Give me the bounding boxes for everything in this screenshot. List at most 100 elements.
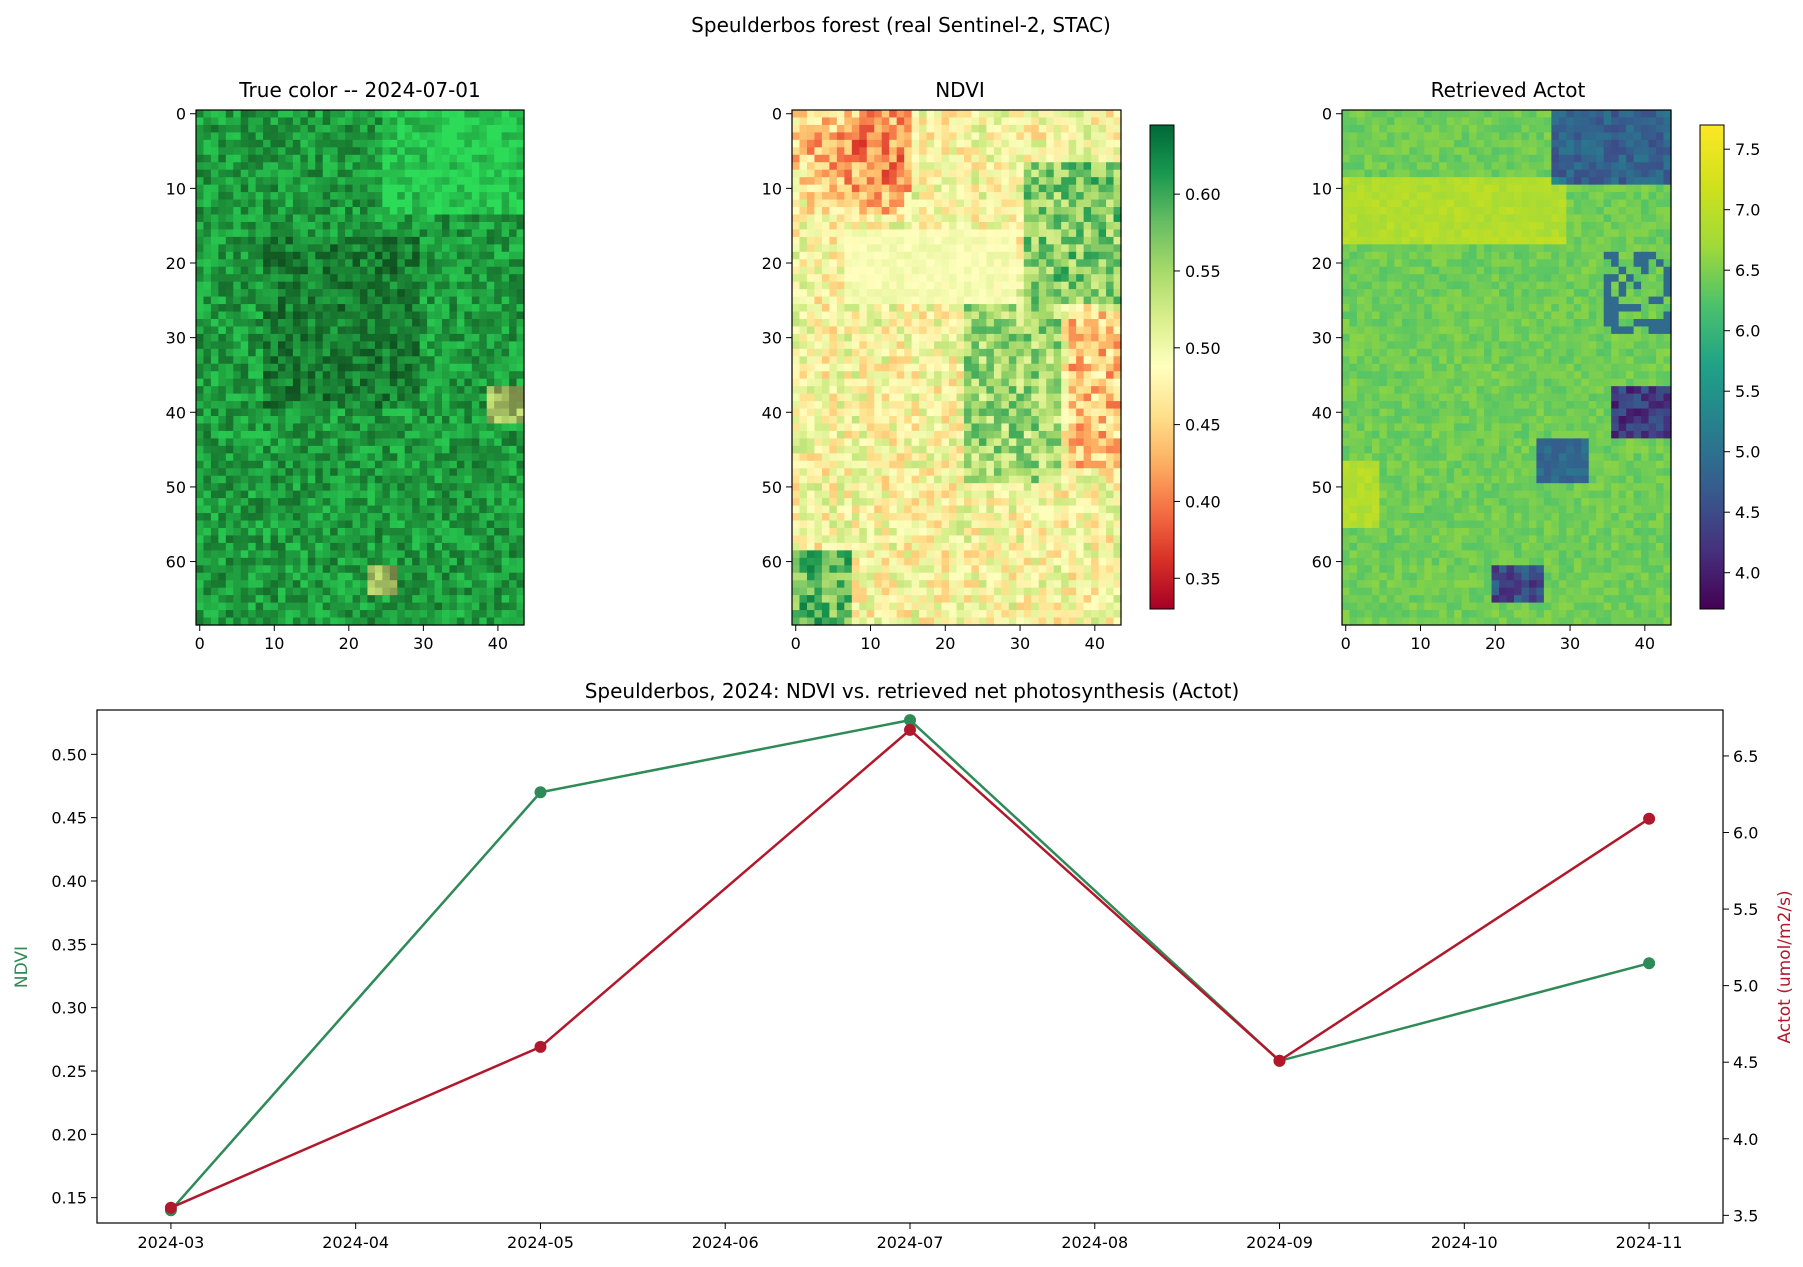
pixel-cell <box>412 572 421 581</box>
pixel-cell <box>501 221 510 231</box>
pixel-cell <box>896 266 905 275</box>
pixel-cell <box>1016 304 1025 313</box>
pixel-cell <box>322 468 331 477</box>
pixel-cell <box>896 259 905 268</box>
pixel-cell <box>501 610 510 619</box>
pixel-cell <box>464 184 473 193</box>
pixel-cell <box>904 214 913 223</box>
pixel-cell <box>1091 274 1100 283</box>
pixel-cell <box>360 229 369 238</box>
pixel-cell <box>322 110 331 119</box>
pixel-cell <box>889 221 898 231</box>
pixel-cell <box>196 333 205 342</box>
pixel-cell <box>278 610 287 619</box>
pixel-cell <box>196 453 205 462</box>
pixel-cell <box>1106 132 1115 141</box>
pixel-cell <box>225 520 234 529</box>
pixel-cell <box>814 416 823 425</box>
pixel-cell <box>956 184 965 193</box>
pixel-cell <box>934 326 943 335</box>
pixel-cell <box>330 274 339 283</box>
pixel-cell <box>307 557 316 566</box>
pixel-cell <box>456 326 465 335</box>
pixel-cell <box>352 139 361 148</box>
pixel-cell <box>330 132 339 141</box>
pixel-cell <box>963 259 973 268</box>
pixel-cell <box>419 177 428 186</box>
pixel-cell <box>471 154 480 163</box>
pixel-cell <box>374 304 383 313</box>
pixel-cell <box>397 169 406 178</box>
pixel-cell <box>382 490 391 499</box>
pixel-cell <box>292 401 301 410</box>
pixel-cell <box>248 445 257 454</box>
pixel-cell <box>240 378 249 387</box>
pixel-cell <box>1091 386 1100 395</box>
pixel-cell <box>263 221 272 231</box>
pixel-cell <box>516 221 525 231</box>
pixel-cell <box>844 110 853 119</box>
pixel-cell <box>374 386 383 395</box>
pixel-cell <box>501 550 510 559</box>
pixel-cell <box>471 274 480 283</box>
pixel-cell <box>464 251 473 260</box>
pixel-cell <box>851 289 860 298</box>
pixel-cell <box>330 162 339 171</box>
pixel-cell <box>479 416 488 425</box>
pixel-cell <box>218 348 227 357</box>
pixel-cell <box>300 401 309 410</box>
pixel-cell <box>934 154 943 163</box>
pixel-cell <box>404 259 413 268</box>
pixel-cell <box>300 318 309 328</box>
pixel-cell <box>442 386 451 395</box>
pixel-cell <box>240 236 249 245</box>
pixel-cell <box>993 363 1002 372</box>
pixel-cell <box>844 162 853 171</box>
pixel-cell <box>382 408 391 417</box>
pixel-cell <box>374 229 383 238</box>
pixel-cell <box>240 371 249 380</box>
pixel-cell <box>934 333 943 342</box>
pixel-cell <box>1008 139 1017 148</box>
pixel-cell <box>978 266 988 275</box>
pixel-cell <box>233 259 242 268</box>
pixel-cell <box>456 617 465 626</box>
pixel-cell <box>479 468 488 477</box>
pixel-cell <box>255 520 264 529</box>
pixel-cell <box>509 617 518 626</box>
pixel-cell <box>501 184 510 193</box>
pixel-cell <box>322 356 331 365</box>
pixel-cell <box>889 139 898 148</box>
pixel-cell <box>486 475 495 484</box>
pixel-cell <box>322 304 331 313</box>
pixel-cell <box>1106 221 1115 231</box>
pixel-cell <box>926 139 935 148</box>
pixel-cell <box>240 445 249 454</box>
pixel-cell <box>494 610 503 619</box>
pixel-cell <box>866 274 875 283</box>
pixel-cell <box>799 199 808 208</box>
pixel-cell <box>904 117 913 126</box>
pixel-cell <box>1023 423 1032 432</box>
pixel-cell <box>322 602 331 611</box>
pixel-cell <box>240 162 249 171</box>
pixel-cell <box>248 207 257 216</box>
pixel-cell <box>374 333 383 342</box>
pixel-cell <box>240 475 249 484</box>
pixel-cell <box>367 192 376 201</box>
pixel-cell <box>471 139 480 148</box>
pixel-cell <box>1023 177 1032 186</box>
pixel-cell <box>1068 378 1077 387</box>
pixel-cell <box>1076 311 1085 320</box>
pixel-cell <box>821 259 830 268</box>
pixel-cell <box>1053 221 1062 231</box>
pixel-cell <box>360 587 369 596</box>
pixel-cell <box>270 199 279 208</box>
pixel-cell <box>285 393 294 402</box>
pixel-cell <box>345 236 354 245</box>
pixel-cell <box>934 393 943 402</box>
pixel-cell <box>494 207 503 216</box>
pixel-cell <box>986 296 995 305</box>
pixel-cell <box>881 416 890 425</box>
pixel-cell <box>449 318 458 328</box>
